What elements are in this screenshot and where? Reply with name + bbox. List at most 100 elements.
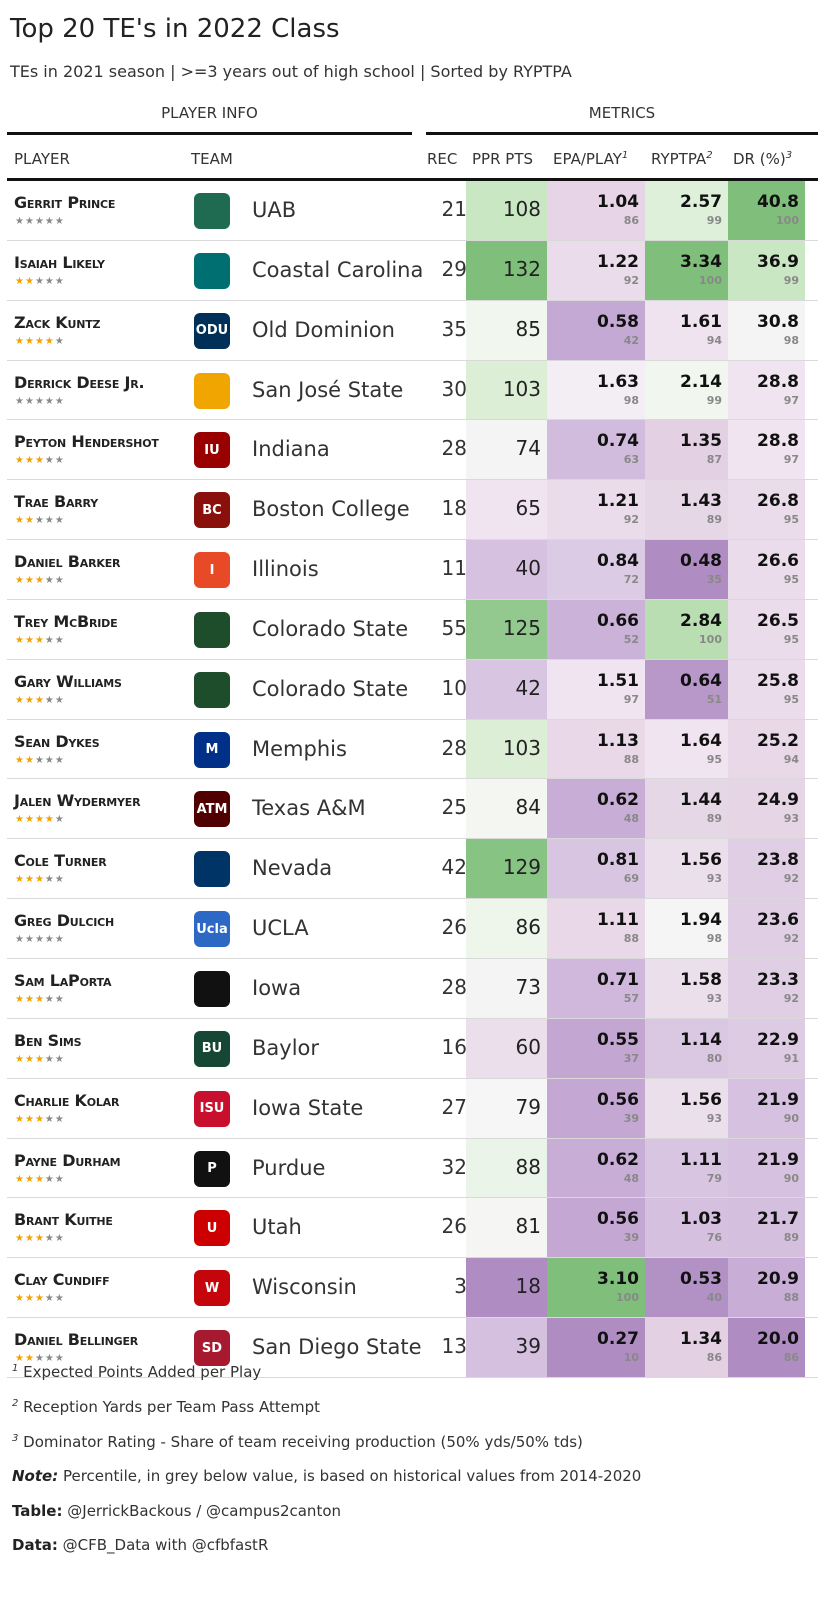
- table-row: Derrick Deese Jr. ★★★★★ San José State 30 10…: [7, 360, 818, 421]
- star-icon: ★: [54, 694, 65, 706]
- star-icon: ★: [54, 275, 65, 287]
- player-stars: ★★★★★: [15, 755, 65, 766]
- ryptpa-cell: 1.61 94: [645, 300, 728, 360]
- iowa-state-i-icon: ISU: [194, 1090, 230, 1127]
- note-text: Percentile, in grey below value, is base…: [62, 1467, 642, 1485]
- ryptpa-percentile: 93: [706, 1111, 722, 1125]
- ppr-cell: 60: [466, 1018, 547, 1078]
- dr-percentile: 89: [783, 1231, 799, 1245]
- dr-percentile: 95: [783, 573, 799, 587]
- ppr-value: 88: [515, 1154, 541, 1179]
- epa-value: 0.81: [597, 850, 639, 871]
- epa-cell: 1.13 88: [547, 719, 645, 779]
- epa-value: 0.74: [597, 431, 639, 452]
- colorado-state-ram-icon: [194, 611, 230, 648]
- ryptpa-percentile: 99: [706, 214, 722, 227]
- star-icon: ★: [24, 874, 35, 886]
- star-icon: ★: [54, 335, 65, 347]
- ppr-cell: 40: [466, 540, 547, 599]
- group-player-info: PLAYER INFO: [161, 104, 258, 122]
- team-name: Old Dominion: [252, 317, 395, 342]
- star-icon: ★: [15, 515, 25, 527]
- star-icon: ★: [44, 1233, 55, 1245]
- dr-value: 26.8: [757, 491, 799, 512]
- epa-cell: 1.04 86: [547, 181, 645, 240]
- star-icon: ★: [34, 515, 45, 527]
- team-name: Boston College: [252, 497, 410, 522]
- player-name: Gerrit Prince: [14, 193, 116, 212]
- star-icon: ★: [54, 515, 65, 527]
- team-name: Iowa: [252, 975, 302, 1000]
- logo-text: U: [206, 1220, 218, 1236]
- epa-value: 0.84: [597, 551, 639, 572]
- star-icon: ★: [24, 1353, 35, 1365]
- player-stars: ★★★★★: [15, 1233, 65, 1244]
- star-icon: ★: [54, 1053, 65, 1065]
- ryptpa-percentile: 79: [706, 1171, 722, 1185]
- dr-cell: 22.9 91: [728, 1018, 805, 1078]
- logo-text: SD: [201, 1340, 223, 1356]
- table-row: Jalen Wydermyer ★★★★★ ATM Texas A&M 25 84 0.62…: [7, 779, 818, 840]
- player-name: Zack Kuntz: [14, 312, 101, 332]
- star-icon: ★: [34, 694, 45, 706]
- ppr-value: 81: [515, 1214, 541, 1239]
- footnote-1-sup: 1: [12, 1363, 19, 1374]
- player-stars: ★★★★★: [15, 635, 65, 646]
- dr-value: 26.5: [757, 610, 799, 631]
- ryptpa-cell: 1.11 79: [645, 1138, 728, 1198]
- wisconsin-w-icon: W: [194, 1270, 230, 1307]
- ryptpa-value: 1.64: [680, 730, 722, 751]
- player-name: Peyton Hendershot: [14, 432, 159, 452]
- dr-value: 28.8: [757, 371, 799, 392]
- table-row: Daniel Barker ★★★★★ I Illinois 11 40 0.84 72 0.4…: [7, 540, 818, 600]
- star-icon: ★: [15, 575, 25, 587]
- table-credit-label: Table:: [12, 1502, 63, 1520]
- header-rule: [7, 178, 818, 181]
- epa-value: 1.11: [597, 910, 639, 931]
- ppr-cell: 132: [466, 240, 547, 300]
- epa-percentile: 52: [623, 632, 639, 646]
- col-dr-sup: 3: [785, 150, 793, 161]
- ppr-cell: 18: [466, 1258, 547, 1318]
- rec-value: 55: [441, 615, 467, 640]
- footnote-table-credit: Table: @JerrickBackous / @campus2canton: [12, 1502, 341, 1520]
- ryptpa-cell: 1.94 98: [645, 899, 728, 958]
- ryptpa-percentile: 99: [706, 393, 722, 407]
- ryptpa-percentile: 95: [706, 752, 722, 766]
- dr-value: 24.9: [757, 790, 799, 811]
- dr-cell: 24.9 93: [728, 779, 805, 839]
- team-name: Indiana: [252, 437, 330, 462]
- player-name: Payne Durham: [14, 1150, 121, 1170]
- ryptpa-percentile: 89: [706, 812, 722, 826]
- team-name: UAB: [252, 198, 297, 222]
- star-icon: ★: [15, 874, 25, 886]
- star-icon: ★: [54, 634, 65, 646]
- star-icon: ★: [54, 1113, 65, 1125]
- star-icon: ★: [15, 1173, 25, 1185]
- ryptpa-cell: 1.43 89: [645, 480, 728, 540]
- player-name: Sean Dykes: [14, 731, 100, 751]
- dr-cell: 40.8 100: [728, 181, 805, 240]
- ryptpa-percentile: 93: [706, 872, 722, 886]
- star-icon: ★: [24, 216, 35, 227]
- star-icon: ★: [15, 1353, 25, 1365]
- epa-percentile: 37: [623, 1051, 639, 1065]
- star-icon: ★: [54, 1293, 65, 1305]
- utah-u-icon: U: [194, 1210, 230, 1247]
- dr-cell: 20.0 86: [728, 1318, 805, 1377]
- star-icon: ★: [34, 934, 45, 946]
- epa-value: 1.21: [597, 491, 639, 512]
- epa-value: 1.04: [597, 192, 639, 212]
- player-stars: ★★★★★: [15, 874, 65, 885]
- dr-percentile: 97: [783, 453, 799, 467]
- dr-cell: 20.9 88: [728, 1258, 805, 1318]
- table-row: Brant Kuithe ★★★★★ U Utah 26 81 0.56 39 1.03 76 21…: [7, 1198, 818, 1259]
- team-name: Colorado State: [252, 676, 409, 701]
- col-epa-sup: 1: [621, 150, 629, 161]
- dr-value: 25.8: [757, 670, 799, 691]
- dr-percentile: 90: [783, 1111, 799, 1125]
- star-icon: ★: [44, 1053, 55, 1065]
- star-icon: ★: [15, 993, 25, 1005]
- dr-value: 22.9: [757, 1029, 799, 1050]
